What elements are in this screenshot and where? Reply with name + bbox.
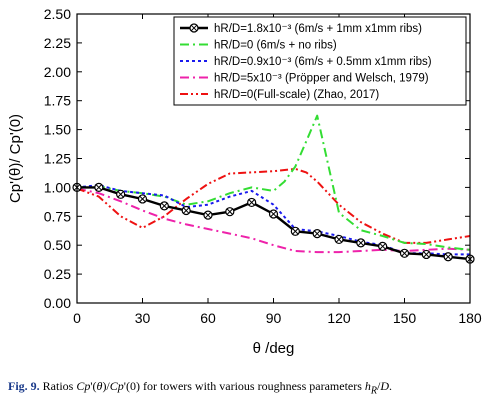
plot-frame [76, 13, 471, 304]
series-point [443, 252, 453, 262]
series-4 [76, 167, 471, 244]
legend-item: hR/D=1.8x10⁻³ (6m/s + 1mm x1mm ribs) [180, 23, 422, 35]
series-point [312, 229, 322, 239]
series-point [356, 238, 366, 248]
y-tick-label: 1.50 [44, 122, 71, 138]
legend-item: hR/D=5x10⁻³ (Pröpper and Welsch, 1979) [180, 73, 429, 85]
y-tick-label: 2.00 [44, 64, 71, 80]
y-tick-label: 0.00 [44, 295, 71, 311]
y-axis-title: Cp'(θ)/ Cp'(0) [7, 114, 24, 203]
y-tick-label: 1.25 [44, 151, 71, 167]
tick-labels: 0 30 60 90 120 150 180 0.00 0.25 0.50 0.75 1.00 1.25… [44, 6, 482, 326]
series-point [94, 182, 104, 192]
series-line [76, 167, 471, 244]
series-line [76, 114, 471, 251]
legend-label: hR/D=0 (6m/s + no ribs) [214, 40, 337, 52]
x-tick-label: 180 [458, 310, 482, 326]
y-tick-label: 2.50 [44, 6, 71, 22]
series-point [399, 248, 410, 258]
series-point [159, 201, 169, 211]
y-tick-label: 0.25 [44, 266, 71, 282]
series-line [76, 184, 470, 256]
y-tick-label: 1.00 [44, 179, 71, 195]
figure-caption: Fig. 9. Ratios Cp'(θ)/Cp'(0) for towers … [8, 378, 492, 399]
caption-label: Fig. 9. [8, 379, 40, 393]
x-tick-label: 0 [73, 310, 81, 326]
legend-label: hR/D=0(Full-scale) (Zhao, 2017) [214, 89, 379, 101]
series-point [268, 209, 279, 219]
series-point [203, 210, 213, 220]
legend-item: hR/D=0 (6m/s + no ribs) [180, 40, 337, 52]
legend-item: hR/D=0.9x10⁻³ (6m/s + 0.5mm x1mm ribs) [180, 56, 432, 68]
series-point [247, 197, 257, 208]
series-layer [72, 114, 475, 264]
legend-label: hR/D=1.8x10⁻³ (6m/s + 1mm x1mm ribs) [214, 23, 422, 35]
x-tick-label: 90 [266, 310, 282, 326]
legend: hR/D=1.8x10⁻³ (6m/s + 1mm x1mm ribs) hR/D… [173, 16, 467, 106]
y-tick-label: 0.75 [44, 208, 71, 224]
x-tick-label: 150 [393, 310, 417, 326]
series-point [189, 23, 199, 33]
x-tick-label: 30 [135, 310, 151, 326]
legend-label: hR/D=0.9x10⁻³ (6m/s + 0.5mm x1mm ribs) [214, 56, 432, 68]
legend-label: hR/D=5x10⁻³ (Pröpper and Welsch, 1979) [214, 73, 429, 85]
x-tick-label: 120 [327, 310, 351, 326]
x-axis-title: θ /deg [253, 340, 295, 357]
legend-item: hR/D=0(Full-scale) (Zhao, 2017) [180, 89, 379, 101]
series-2 [76, 184, 470, 256]
caption-text: Ratios Cp'(θ)/Cp'(0) for towers with var… [42, 379, 393, 397]
series-point [334, 234, 344, 245]
chart: 0 30 60 90 120 150 180 0.00 0.25 0.50 0.75 1.00 1.25… [7, 6, 482, 357]
x-tick-label: 60 [200, 310, 216, 326]
legend-box [173, 16, 467, 106]
series-point [290, 226, 300, 236]
y-tick-label: 1.75 [44, 93, 71, 109]
series-point [137, 194, 148, 204]
series-0 [72, 182, 475, 264]
series-line [77, 186, 471, 261]
y-tick-label: 0.50 [44, 237, 71, 253]
series-1 [76, 114, 471, 251]
series-point [181, 205, 191, 216]
series-point [225, 207, 235, 217]
series-point [378, 241, 388, 251]
series-point [421, 249, 431, 260]
series-point [116, 189, 126, 199]
y-tick-label: 2.25 [44, 35, 71, 51]
